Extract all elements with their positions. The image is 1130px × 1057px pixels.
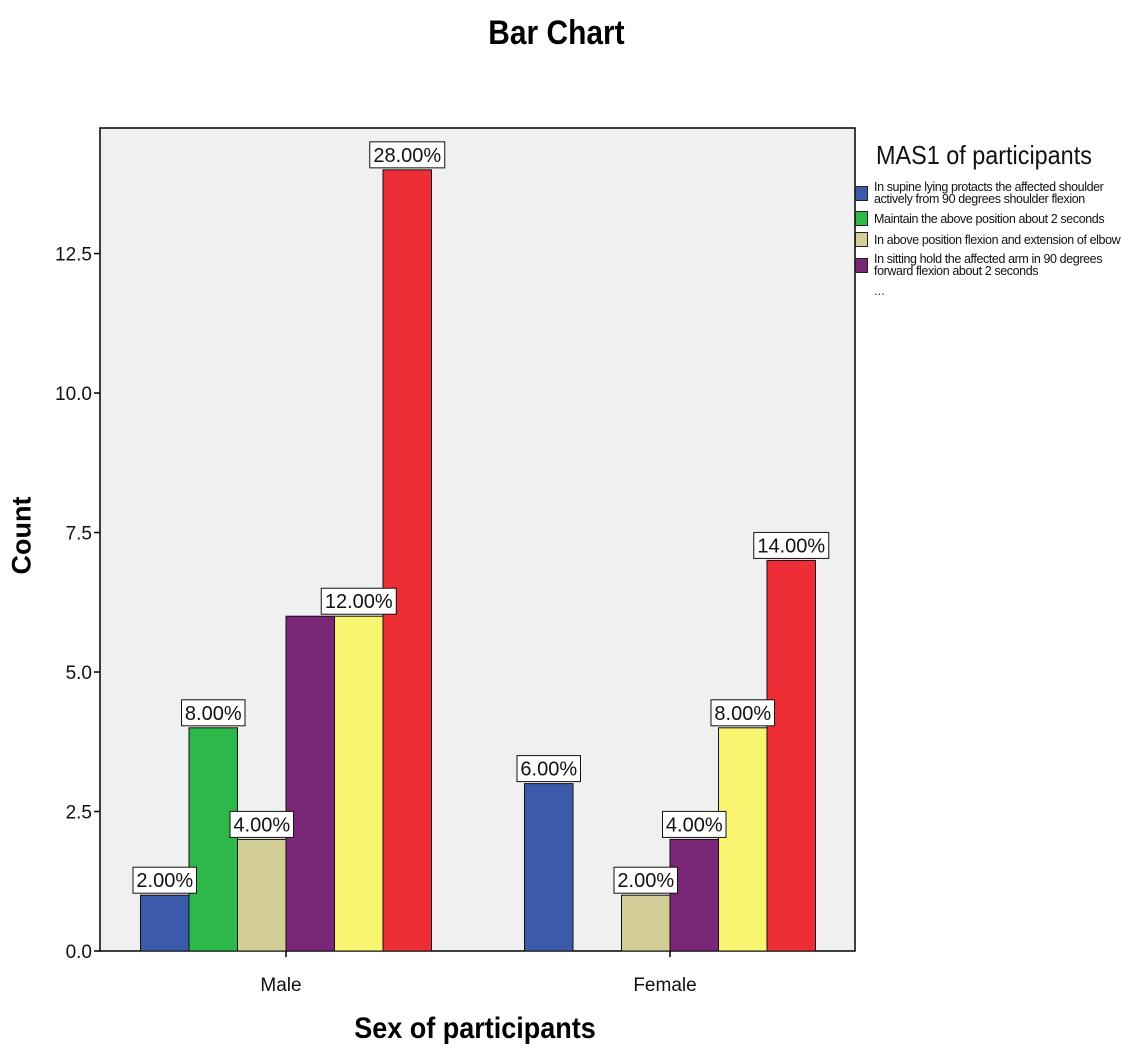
data-label: 28.00% bbox=[373, 145, 441, 167]
data-label-box bbox=[662, 810, 727, 838]
data-label-box bbox=[229, 810, 294, 838]
legend-label: Maintain the above position about 2 seco… bbox=[874, 211, 1105, 226]
legend-item: Maintain the above position about 2 seco… bbox=[852, 211, 1127, 226]
data-label: 14.00% bbox=[757, 535, 825, 557]
legend-items: In supine lying protacts the affected sh… bbox=[852, 181, 1127, 277]
legend-label: In sitting hold the affected arm in 90 d… bbox=[874, 252, 1103, 278]
legend-item: In supine lying protacts the affected sh… bbox=[852, 181, 1127, 205]
legend-more: ... bbox=[874, 283, 885, 298]
bar bbox=[382, 169, 432, 952]
bar bbox=[669, 838, 719, 952]
legend-swatch bbox=[855, 185, 868, 201]
y-tick-label: 0.0 bbox=[66, 942, 92, 963]
data-label: 4.00% bbox=[666, 814, 723, 836]
y-tick-label: 10.0 bbox=[55, 384, 92, 405]
bar bbox=[188, 727, 238, 952]
data-label: 2.00% bbox=[136, 870, 193, 892]
bar bbox=[285, 615, 335, 952]
y-axis-title: Count bbox=[6, 496, 37, 575]
legend-label: In supine lying protacts the affected sh… bbox=[874, 180, 1104, 206]
data-label: 8.00% bbox=[185, 703, 242, 725]
data-label: 8.00% bbox=[714, 703, 771, 725]
bars bbox=[140, 169, 816, 952]
axes: 0.0 2.5 5.0 7.5 10.0 12.5 Male Female bbox=[55, 245, 697, 996]
x-axis-title: Sex of participants bbox=[354, 1012, 596, 1045]
data-label-box bbox=[710, 699, 775, 727]
data-label-box bbox=[753, 531, 830, 559]
y-tick-label: 5.0 bbox=[66, 663, 92, 684]
legend-swatch bbox=[855, 232, 868, 247]
data-label-box bbox=[181, 699, 246, 727]
data-label: 2.00% bbox=[617, 870, 674, 892]
data-label-box bbox=[320, 587, 397, 615]
legend-swatch bbox=[855, 211, 868, 226]
bar bbox=[524, 783, 574, 952]
chart-title: Bar Chart bbox=[488, 14, 625, 52]
legend: MAS1 of participants In supine lying pro… bbox=[852, 140, 1127, 298]
bar bbox=[334, 615, 384, 952]
bar bbox=[718, 727, 768, 952]
legend-label: In above position flexion and extension … bbox=[874, 232, 1121, 247]
legend-item: In above position flexion and extension … bbox=[852, 232, 1127, 247]
x-tick-label: Female bbox=[633, 975, 696, 996]
data-label-box bbox=[516, 755, 581, 783]
y-tick-label: 7.5 bbox=[66, 524, 92, 545]
bar bbox=[766, 559, 816, 952]
bar bbox=[140, 894, 190, 952]
legend-swatch bbox=[855, 257, 868, 273]
data-label-box bbox=[369, 141, 446, 169]
data-label-box bbox=[132, 866, 197, 894]
data-label: 4.00% bbox=[233, 814, 290, 836]
legend-item: In sitting hold the affected arm in 90 d… bbox=[852, 253, 1127, 277]
data-label: 6.00% bbox=[520, 759, 577, 781]
y-tick-label: 12.5 bbox=[55, 245, 92, 266]
bar bbox=[237, 838, 287, 952]
data-label: 12.00% bbox=[325, 591, 393, 613]
data-labels: 2.00% 6.00% 8.00% 4.00% 2.00% 4.00% 12.00% 8.00… bbox=[132, 141, 830, 894]
x-tick-label: Male bbox=[260, 975, 301, 996]
y-tick-label: 2.5 bbox=[66, 803, 92, 824]
bar bbox=[621, 894, 671, 952]
legend-title: MAS1 of participants bbox=[876, 140, 1092, 170]
data-label-box bbox=[613, 866, 678, 894]
